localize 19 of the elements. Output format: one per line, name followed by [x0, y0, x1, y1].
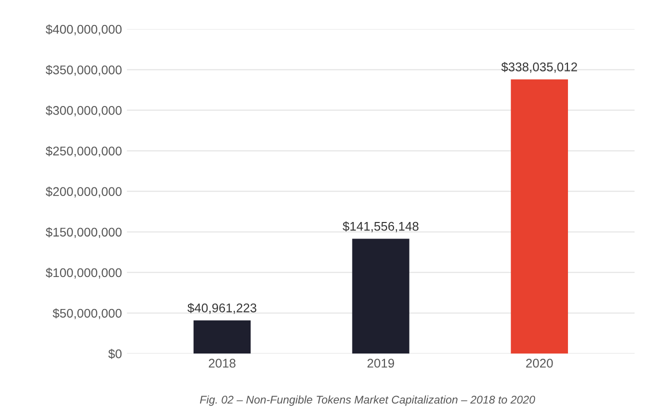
y-tick-label: $300,000,000 — [46, 106, 122, 116]
data-label: $40,961,223 — [187, 302, 256, 314]
x-tick-label: 2018 — [208, 358, 236, 368]
caption: Fig. 02 – Non-Fungible Tokens Market Capitalization – 2018 to 2020 — [200, 395, 536, 406]
x-tick-label: 2019 — [367, 358, 394, 368]
data-label: $338,035,012 — [501, 62, 578, 73]
y-tick-label: $0 — [108, 348, 122, 359]
bar — [352, 238, 410, 354]
y-tick-label: $150,000,000 — [46, 227, 122, 238]
bar — [194, 320, 251, 354]
y-tick-label: $400,000,000 — [46, 24, 122, 36]
y-tick-label: $250,000,000 — [46, 146, 122, 157]
x-tick-label: 2020 — [526, 358, 553, 368]
y-tick-label: $100,000,000 — [46, 268, 122, 279]
y-tick-label: $50,000,000 — [52, 308, 122, 320]
y-tick-label: $350,000,000 — [46, 64, 122, 76]
y-tick-label: $200,000,000 — [46, 186, 122, 198]
data-label: $141,556,148 — [342, 221, 418, 232]
bar — [510, 79, 568, 354]
